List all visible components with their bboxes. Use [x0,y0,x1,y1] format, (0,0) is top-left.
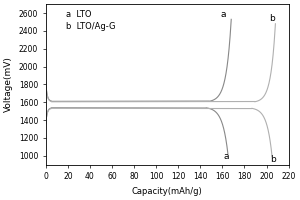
Text: a: a [220,10,226,19]
Text: b  LTO/Ag-G: b LTO/Ag-G [66,22,115,31]
Text: b: b [270,155,276,164]
Text: a  LTO: a LTO [66,10,91,19]
X-axis label: Capacity(mAh/g): Capacity(mAh/g) [132,187,202,196]
Y-axis label: Voltage(mV): Voltage(mV) [4,56,13,112]
Text: b: b [269,14,274,23]
Text: a: a [224,152,229,161]
